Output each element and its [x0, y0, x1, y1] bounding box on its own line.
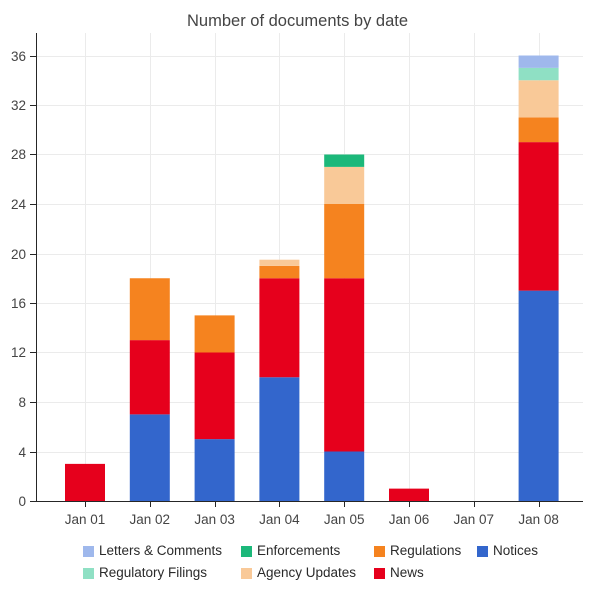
svg-text:Jan 05: Jan 05	[324, 512, 365, 527]
svg-text:Jan 07: Jan 07	[454, 512, 495, 527]
svg-text:Jan 08: Jan 08	[518, 512, 559, 527]
svg-text:Jan 01: Jan 01	[65, 512, 106, 527]
svg-text:16: 16	[11, 296, 26, 311]
svg-text:36: 36	[11, 49, 26, 64]
svg-text:Jan 04: Jan 04	[259, 512, 300, 527]
svg-text:Jan 06: Jan 06	[389, 512, 430, 527]
svg-text:24: 24	[11, 197, 27, 212]
svg-text:20: 20	[11, 247, 26, 262]
svg-text:Jan 03: Jan 03	[194, 512, 235, 527]
svg-text:0: 0	[18, 494, 26, 509]
svg-text:12: 12	[11, 345, 26, 360]
svg-text:32: 32	[11, 98, 26, 113]
svg-text:8: 8	[18, 395, 26, 410]
svg-text:Jan 02: Jan 02	[130, 512, 171, 527]
svg-text:28: 28	[11, 147, 26, 162]
svg-text:4: 4	[18, 445, 26, 460]
